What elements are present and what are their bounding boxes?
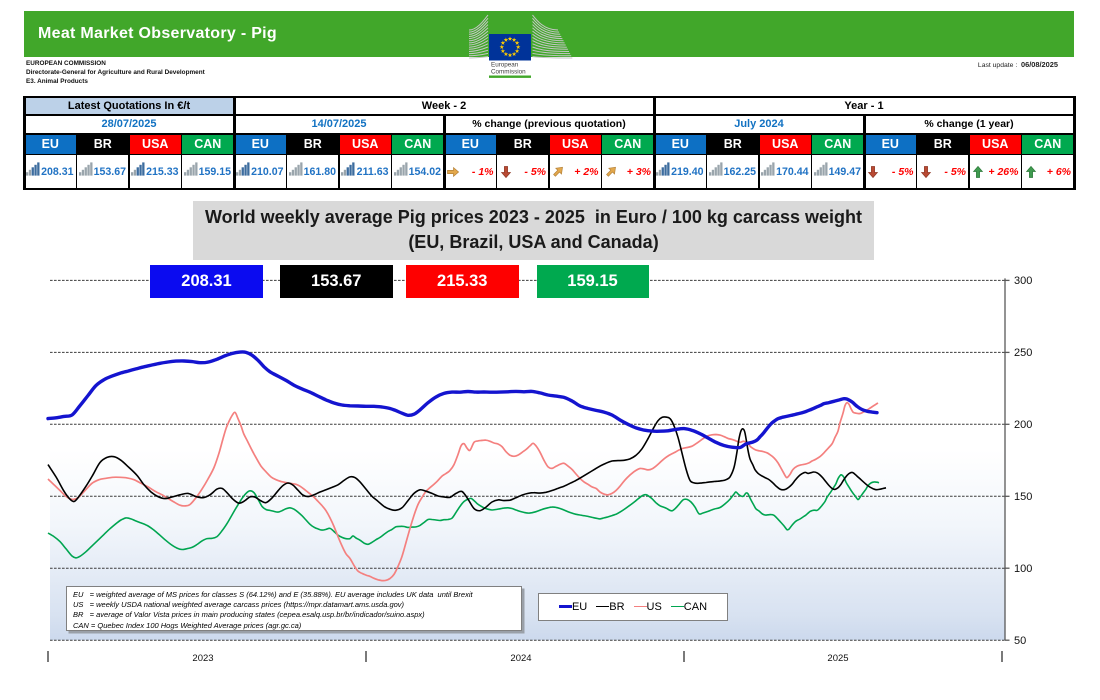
svg-text:2025: 2025 — [827, 653, 848, 664]
svg-text:2024: 2024 — [510, 653, 531, 664]
svg-text:Commission: Commission — [491, 69, 526, 76]
svg-text:300: 300 — [1014, 275, 1032, 287]
svg-text:European: European — [491, 62, 519, 69]
svg-text:200: 200 — [1014, 419, 1032, 431]
svg-text:100: 100 — [1014, 563, 1032, 575]
svg-text:250: 250 — [1014, 347, 1032, 359]
svg-text:50: 50 — [1014, 635, 1026, 647]
svg-text:2023: 2023 — [192, 653, 213, 664]
svg-text:150: 150 — [1014, 491, 1032, 503]
